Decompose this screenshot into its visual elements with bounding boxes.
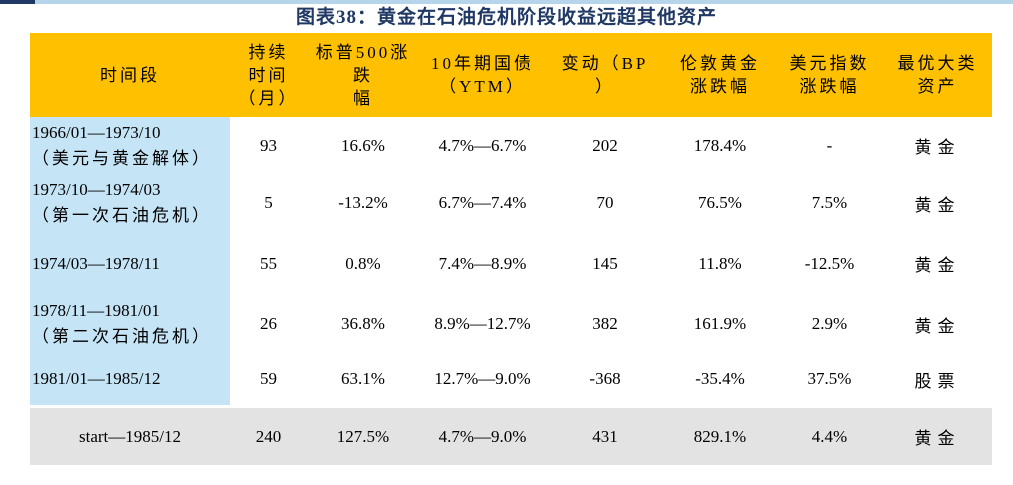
best-asset-cell: 黄金: [914, 256, 961, 275]
treasury-ytm-cell: 4.7%—6.7%: [438, 135, 527, 155]
sp500-cell: 36.8%: [341, 314, 385, 333]
best-asset-cell: 黄金: [914, 138, 961, 157]
column-header-duration: 持续 时间 （月）: [230, 33, 307, 117]
sp500-cell: 16.6%: [341, 135, 385, 155]
column-header-dxy: 美元指数 涨跌幅: [776, 33, 883, 117]
duration-cell: 5: [264, 193, 273, 212]
bp-change-cell: 70: [596, 193, 614, 212]
treasury-ytm-cell: 6.7%—7.4%: [438, 193, 527, 212]
period-cell: 1978/11—1981/01 （第二次石油危机）: [30, 295, 230, 353]
accent-bar-blue-segment: [35, 0, 1013, 4]
treasury-ytm-cell: 12.7%—9.0%: [434, 369, 531, 388]
dxy-cell: -: [826, 135, 833, 155]
table-row: 1981/01—1985/12 59 63.1% 12.7%—9.0% -368…: [30, 353, 992, 407]
bp-change-cell: 382: [592, 314, 618, 333]
accent-bar-navy-segment: [0, 0, 35, 4]
period-note: （第一次石油危机）: [32, 206, 212, 225]
duration-cell: 240: [230, 405, 307, 465]
dxy-cell: 37.5%: [807, 369, 852, 388]
period-cell: start—1985/12: [30, 405, 230, 465]
london-gold-cell: -35.4%: [695, 369, 745, 388]
header-row: 时间段 持续 时间 （月） 标普500涨跌 幅 10年期国债 （YTM） 变动（…: [30, 33, 992, 117]
dxy-cell: 4.4%: [776, 405, 883, 465]
duration-cell: 26: [260, 314, 277, 333]
best-asset-cell: 黄金: [914, 195, 961, 215]
period-range: 1973/10—1974/03: [32, 180, 161, 199]
period-cell: 1981/01—1985/12: [30, 353, 230, 407]
column-header-sp500: 标普500涨跌 幅: [307, 33, 419, 117]
treasury-ytm-cell: 8.9%—12.7%: [434, 314, 531, 333]
duration-cell: 59: [260, 369, 277, 388]
sp500-cell: 63.1%: [341, 369, 385, 388]
sp500-cell: 0.8%: [345, 253, 381, 273]
period-cell: 1973/10—1974/03 （第一次石油危机）: [30, 174, 230, 232]
period-note: （第二次石油危机）: [32, 327, 212, 346]
column-header-london-gold: 伦敦黄金 涨跌幅: [664, 33, 776, 117]
dxy-cell: 2.9%: [811, 314, 848, 333]
total-row: start—1985/12 240 127.5% 4.7%—9.0% 431 8…: [30, 405, 992, 465]
london-gold-cell: 829.1%: [664, 405, 776, 465]
accent-bar: [0, 0, 1013, 4]
period-cell: 1966/01—1973/10 （美元与黄金解体）: [30, 117, 230, 174]
column-header-period: 时间段: [30, 33, 230, 117]
london-gold-cell: 178.4%: [693, 135, 747, 155]
returns-table: 时间段 持续 时间 （月） 标普500涨跌 幅 10年期国债 （YTM） 变动（…: [30, 33, 992, 465]
duration-cell: 55: [260, 253, 277, 273]
column-header-bp-change: 变动（BP ）: [546, 33, 664, 117]
period-range: 1966/01—1973/10: [32, 122, 161, 142]
best-asset-cell: 黄金: [914, 316, 961, 336]
period-note: （美元与黄金解体）: [32, 148, 212, 168]
bp-change-cell: 431: [546, 405, 664, 465]
page-title: 图表38：黄金在石油危机阶段收益远超其他资产: [295, 7, 717, 28]
dxy-cell: -12.5%: [804, 253, 855, 273]
best-asset-cell: 黄金: [883, 405, 992, 465]
table-row: 1966/01—1973/10 （美元与黄金解体） 93 16.6% 4.7%—…: [30, 117, 992, 174]
period-range: 1978/11—1981/01: [32, 301, 160, 320]
bp-change-cell: 202: [592, 135, 618, 155]
period-range: 1974/03—1978/11: [32, 253, 160, 273]
table-row: 1974/03—1978/11 55 0.8% 7.4%—8.9% 145 11…: [30, 232, 992, 295]
column-header-best-asset: 最优大类 资产: [883, 33, 992, 117]
table-row: 1978/11—1981/01 （第二次石油危机） 26 36.8% 8.9%—…: [30, 295, 992, 353]
period-cell: 1974/03—1978/11: [30, 232, 230, 295]
sp500-cell: -13.2%: [338, 193, 388, 212]
period-range: 1981/01—1985/12: [32, 369, 161, 388]
sp500-cell: 127.5%: [307, 405, 419, 465]
bp-change-cell: 145: [592, 253, 618, 273]
bp-change-cell: -368: [589, 369, 621, 388]
column-header-treasury-ytm: 10年期国债 （YTM）: [419, 33, 546, 117]
best-asset-cell: 股票: [914, 371, 961, 391]
dxy-cell: 7.5%: [811, 193, 848, 212]
treasury-ytm-cell: 7.4%—8.9%: [438, 253, 527, 273]
treasury-ytm-cell: 4.7%—9.0%: [419, 405, 546, 465]
london-gold-cell: 161.9%: [693, 314, 747, 333]
duration-cell: 93: [260, 135, 277, 155]
table-row: 1973/10—1974/03 （第一次石油危机） 5 -13.2% 6.7%—…: [30, 174, 992, 232]
london-gold-cell: 11.8%: [698, 253, 742, 273]
london-gold-cell: 76.5%: [698, 193, 742, 212]
